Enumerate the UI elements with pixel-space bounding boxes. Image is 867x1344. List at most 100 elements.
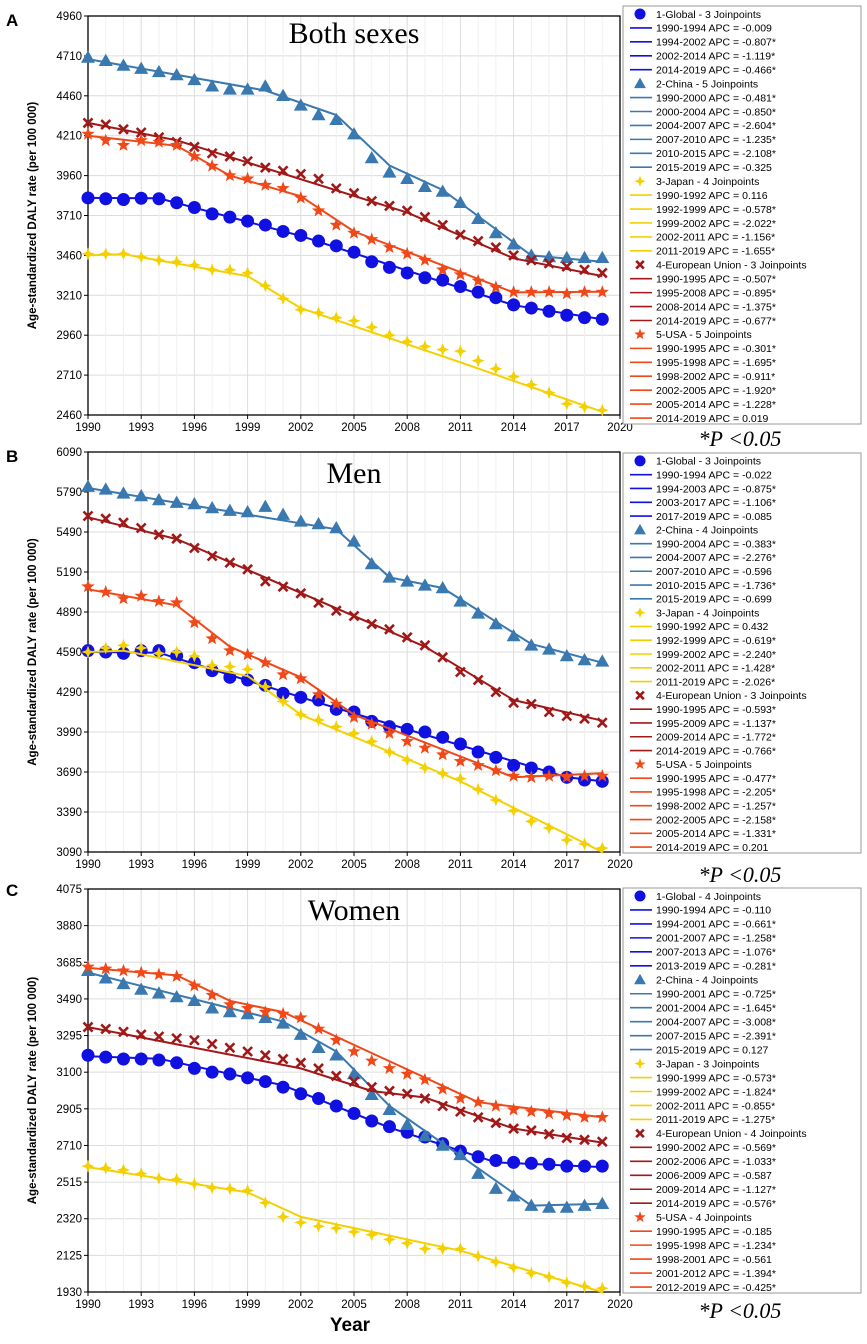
data-point-global (81, 191, 95, 205)
data-point-usa (258, 178, 272, 191)
data-point-global (170, 1056, 184, 1070)
data-point-usa (489, 280, 503, 293)
y-tick-label: 3685 (56, 957, 82, 969)
x-tick-label: 1996 (182, 859, 208, 871)
data-point-usa (81, 960, 95, 973)
fit-line-china (87, 487, 603, 664)
y-tick-label: 3710 (56, 211, 82, 223)
data-point-eu (188, 141, 200, 153)
data-point-china (205, 1001, 220, 1014)
fit-line-china (87, 58, 603, 263)
data-point-usa (400, 1067, 414, 1080)
data-point-japan (329, 720, 343, 734)
data-point-japan (223, 1182, 237, 1196)
data-point-china (488, 617, 503, 630)
y-tick-label: 4960 (56, 11, 82, 23)
data-point-japan (116, 1163, 130, 1177)
data-point-china (240, 1006, 255, 1020)
data-point-usa (418, 741, 432, 754)
data-point-usa (453, 267, 468, 281)
data-point-japan (560, 397, 574, 411)
data-point-eu (543, 1128, 555, 1140)
data-point-japan (400, 335, 414, 349)
x-tick-label: 2011 (448, 859, 473, 871)
legend-apc-entry: 2006-2009 APC = -0.587 (656, 1170, 772, 1182)
data-point-eu (242, 155, 254, 167)
data-point-japan (542, 386, 556, 400)
legend-apc-entry: 2015-2019 APC = -0.699 (656, 594, 772, 606)
data-point-china (169, 68, 184, 81)
data-point-china (98, 482, 113, 495)
data-point-japan (578, 1279, 592, 1293)
data-point-usa (595, 1110, 609, 1123)
data-point-japan (382, 745, 396, 759)
x-tick-label: 2008 (394, 859, 420, 871)
data-point-usa (170, 138, 184, 151)
panel-c: 1990 1993 1996 1999 2002 2005 2008 2011 2014 2017… (6, 881, 862, 1323)
y-tick-label: 4210 (56, 131, 82, 143)
legend-apc-entry: 2014-2019 APC = -0.466* (656, 65, 776, 77)
data-point-china (559, 250, 574, 264)
data-point-china (524, 1198, 539, 1211)
y-axis-label: Age-standardized DALY rate (per 100 000) (27, 977, 39, 1205)
data-point-china (417, 179, 432, 193)
legend-apc-entry: 2005-2014 APC = -1.331* (656, 828, 776, 840)
data-point-japan (489, 362, 503, 376)
data-point-global (347, 1107, 361, 1121)
data-point-japan (542, 821, 556, 835)
data-point-japan (365, 734, 379, 748)
legend-apc-entry: 1990-2004 APC = -0.383* (656, 538, 776, 550)
data-point-global (329, 1099, 343, 1113)
y-tick-label: 3490 (56, 994, 82, 1006)
x-tick-label: 1993 (128, 422, 154, 434)
data-point-usa (276, 1006, 290, 1020)
data-point-usa (471, 273, 485, 287)
data-point-japan (152, 1171, 166, 1185)
data-point-china (400, 171, 415, 185)
data-point-eu (525, 1125, 537, 1136)
data-point-usa (116, 963, 131, 977)
data-point-eu (118, 1026, 129, 1038)
data-point-eu (472, 1111, 484, 1123)
data-point-usa (577, 1110, 592, 1123)
legend-apc-entry: 2002-2005 APC = -2.158* (656, 814, 776, 826)
data-point-eu (82, 117, 94, 129)
data-point-eu (82, 510, 94, 522)
data-point-japan (312, 306, 326, 320)
data-point-global (205, 1065, 219, 1079)
data-point-global (116, 1052, 130, 1066)
data-point-eu (295, 587, 307, 599)
data-point-global (258, 1075, 272, 1089)
legend-apc-entry: 2012-2019 APC = -0.425* (656, 1282, 776, 1294)
data-point-china (293, 98, 308, 111)
data-point-china (364, 557, 379, 570)
data-point-usa (329, 697, 343, 710)
data-point-usa (240, 1001, 255, 1014)
legend-apc-entry: 2011-2019 APC = -1.275* (656, 1114, 775, 1126)
legend-marker-eu (635, 690, 645, 701)
legend-apc-entry: 2010-2015 APC = -2.108* (656, 148, 776, 160)
legend-apc-entry: 1990-1992 APC = 0.432 (656, 621, 769, 633)
data-point-global (223, 210, 237, 224)
data-point-china (98, 53, 113, 66)
data-point-china (488, 1181, 503, 1194)
legend-apc-entry: 2002-2005 APC = -1.920* (656, 385, 776, 397)
data-point-eu (366, 195, 378, 207)
data-point-usa (152, 967, 166, 981)
legend-apc-entry: 2014-2019 APC = -0.677* (656, 315, 776, 327)
x-tick-label: 2017 (554, 859, 580, 871)
legend-apc-entry: 2002-2011 APC = -1.156* (656, 232, 775, 244)
data-point-usa (471, 1095, 485, 1108)
legend-marker-china (634, 973, 646, 985)
data-point-usa (400, 246, 414, 260)
data-point-eu (384, 1085, 395, 1097)
legend-apc-entry: 2014-2019 APC = 0.201 (656, 842, 769, 854)
y-tick-label: 1930 (56, 1287, 82, 1299)
data-point-china (222, 503, 237, 516)
data-point-japan (170, 1172, 184, 1186)
data-point-eu (454, 1106, 466, 1118)
data-point-japan (294, 708, 308, 722)
data-point-eu (561, 1132, 573, 1144)
data-point-eu (419, 1093, 431, 1104)
legend-apc-entry: 2007-2015 APC = -2.391* (656, 1030, 776, 1042)
